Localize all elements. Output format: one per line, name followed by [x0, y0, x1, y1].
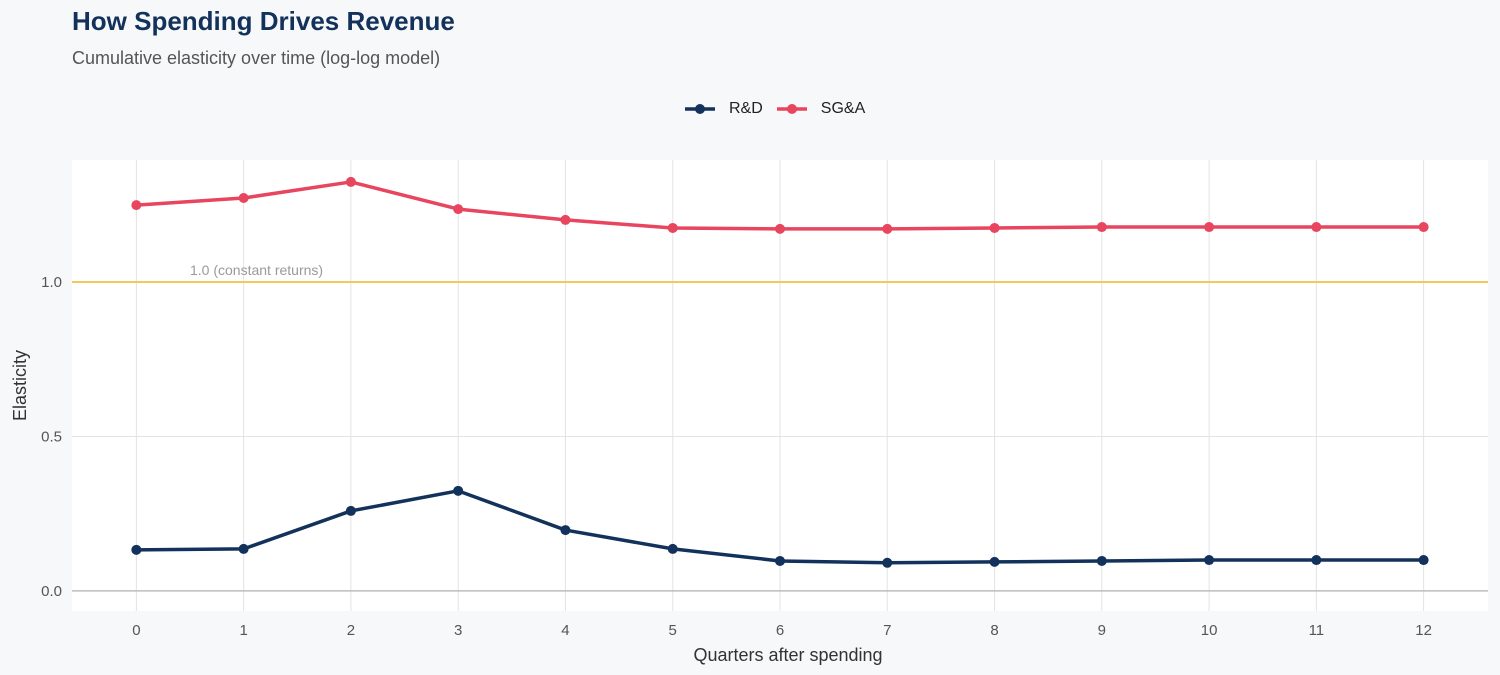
data-point-sga: [775, 223, 785, 234]
x-tick-label: 8: [990, 622, 998, 639]
legend-item-sga: SG&A: [776, 100, 866, 118]
y-tick-label: 0.0: [41, 583, 62, 600]
data-point-rd: [775, 555, 785, 566]
x-tick-label: 3: [454, 622, 462, 639]
data-point-rd: [1096, 555, 1107, 566]
data-point-sga: [1418, 222, 1429, 233]
data-point-rd: [238, 543, 249, 554]
x-tick-label: 9: [1098, 622, 1106, 639]
data-point-sga: [560, 214, 571, 225]
y-tick-label: 1.0: [41, 274, 62, 291]
data-point-sga: [345, 176, 356, 187]
x-tick-label: 2: [347, 622, 355, 639]
legend-swatch-sga: [776, 104, 807, 114]
y-axis-label: Elasticity: [10, 350, 30, 421]
data-point-sga: [131, 200, 142, 211]
legend-label-rd: R&D: [729, 100, 763, 117]
x-tick-label: 11: [1309, 622, 1325, 639]
x-tick-label: 7: [883, 622, 891, 639]
legend: R&D SG&A: [685, 100, 865, 118]
data-point-sga: [238, 192, 249, 203]
data-point-sga: [1204, 222, 1215, 233]
data-point-sga: [453, 204, 464, 215]
legend-swatch-rd: [685, 104, 715, 114]
x-axis-label: Quarters after spending: [693, 645, 882, 665]
data-point-rd: [882, 557, 893, 568]
x-tick-label: 5: [669, 622, 677, 639]
legend-item-rd: R&D: [685, 100, 763, 118]
data-point-sga: [667, 222, 678, 233]
x-tick-label: 6: [776, 622, 784, 639]
data-point-sga: [1311, 222, 1322, 233]
data-point-rd: [453, 485, 464, 496]
reference-line-label: 1.0 (constant returns): [190, 262, 323, 278]
x-tick-label: 1: [239, 622, 247, 639]
data-point-rd: [560, 525, 571, 536]
data-point-rd: [1204, 555, 1215, 566]
data-point-rd: [345, 505, 356, 516]
data-point-sga: [989, 222, 1000, 233]
chart-subtitle: Cumulative elasticity over time (log-log…: [72, 48, 441, 68]
data-point-rd: [131, 544, 142, 555]
legend-label-sga: SG&A: [820, 100, 866, 117]
y-tick-label: 0.5: [41, 428, 62, 445]
x-tick-label: 0: [132, 622, 140, 639]
data-point-rd: [1418, 555, 1429, 566]
x-tick-label: 4: [561, 622, 569, 639]
data-point-sga: [882, 223, 893, 234]
data-point-rd: [1311, 555, 1322, 566]
data-point-sga: [1096, 222, 1107, 233]
data-point-rd: [667, 543, 678, 554]
data-point-rd: [989, 556, 1000, 567]
chart-title: How Spending Drives Revenue: [72, 6, 455, 36]
x-tick-label: 10: [1201, 622, 1218, 639]
x-tick-label: 12: [1415, 622, 1432, 639]
